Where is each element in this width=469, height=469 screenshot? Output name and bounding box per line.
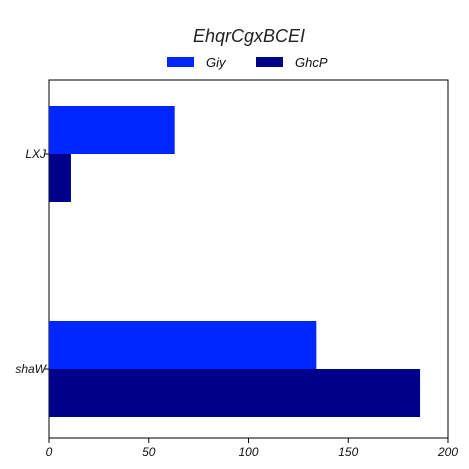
x-tick-label: 200 — [437, 445, 458, 459]
x-tick-label: 50 — [142, 445, 156, 459]
legend-label-Giy: Giy — [206, 55, 227, 70]
bar-GhcP-LXJ — [49, 154, 71, 202]
bar-Giy-LXJ — [49, 106, 175, 154]
y-axis: LXJ shaW — [15, 147, 49, 376]
legend-label-GhcP: GhcP — [295, 55, 328, 70]
bar-Giy-shaW — [49, 321, 317, 369]
y-tick-label: LXJ — [25, 147, 47, 161]
x-tick-label: 150 — [338, 445, 358, 459]
legend: Giy GhcP — [167, 55, 328, 70]
bars — [49, 106, 421, 417]
legend-swatch-Giy — [167, 57, 194, 67]
x-tick-label: 0 — [46, 445, 53, 459]
chart-title: EhqrCgxBCEI — [193, 26, 305, 46]
bar-GhcP-shaW — [49, 369, 421, 417]
x-axis: 0 50 100 150 200 — [46, 438, 458, 459]
x-tick-label: 100 — [238, 445, 258, 459]
y-tick-label: shaW — [15, 362, 47, 376]
legend-swatch-GhcP — [256, 57, 283, 67]
